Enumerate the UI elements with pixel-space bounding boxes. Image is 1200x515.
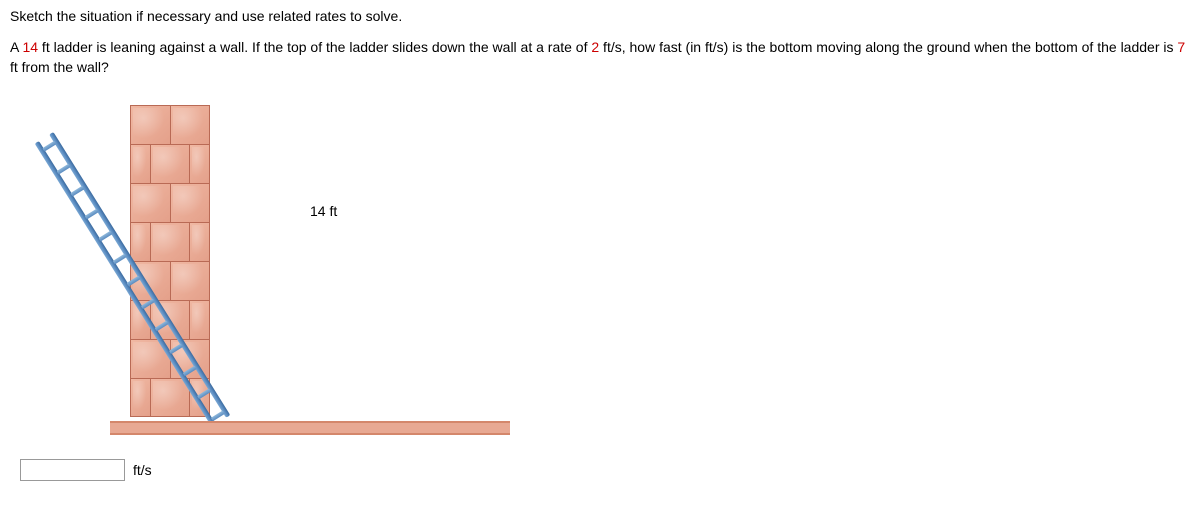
problem-prefix: A — [10, 39, 22, 55]
answer-row: ft/s — [20, 459, 1190, 481]
ladder-rung — [169, 343, 183, 354]
brick — [151, 145, 190, 183]
brick — [190, 145, 209, 183]
ladder-length-label: 14 ft — [310, 203, 337, 219]
answer-input[interactable] — [20, 459, 125, 481]
ladder-rung — [183, 366, 197, 377]
instruction-text: Sketch the situation if necessary and us… — [10, 8, 1190, 24]
value-ladder-length: 14 — [22, 39, 38, 55]
answer-unit: ft/s — [133, 462, 152, 478]
brick — [131, 379, 151, 416]
problem-seg2: ft/s, how fast (in ft/s) is the bottom m… — [599, 39, 1177, 55]
ladder-rung — [197, 388, 211, 399]
value-distance: 7 — [1177, 39, 1185, 55]
ladder-rung — [211, 411, 225, 422]
ladder-rung — [113, 253, 127, 264]
brick-row — [130, 105, 210, 144]
ladder-figure: 14 ft — [110, 95, 570, 435]
brick — [151, 223, 190, 261]
brick — [171, 262, 210, 300]
brick — [171, 106, 210, 144]
problem-statement: A 14 ft ladder is leaning against a wall… — [10, 38, 1190, 77]
brick — [190, 301, 209, 339]
ladder-rung — [70, 186, 84, 197]
brick — [131, 106, 171, 144]
brick — [131, 223, 151, 261]
brick — [131, 145, 151, 183]
problem-seg1: ft ladder is leaning against a wall. If … — [38, 39, 591, 55]
brick — [151, 379, 190, 416]
ladder-rung — [141, 298, 155, 309]
brick-row — [130, 222, 210, 261]
ladder-rung — [98, 231, 112, 242]
ladder-rung — [155, 321, 169, 332]
ladder-rung — [84, 208, 98, 219]
brick-row — [130, 144, 210, 183]
ground — [110, 421, 510, 435]
brick — [190, 223, 209, 261]
value-slide-rate: 2 — [591, 39, 599, 55]
problem-seg3: ft from the wall? — [10, 59, 109, 75]
ladder-rung — [56, 163, 70, 174]
brick-row — [130, 183, 210, 222]
brick — [171, 184, 210, 222]
ladder-rung — [127, 276, 141, 287]
ladder-rung — [42, 141, 56, 152]
brick — [131, 184, 171, 222]
